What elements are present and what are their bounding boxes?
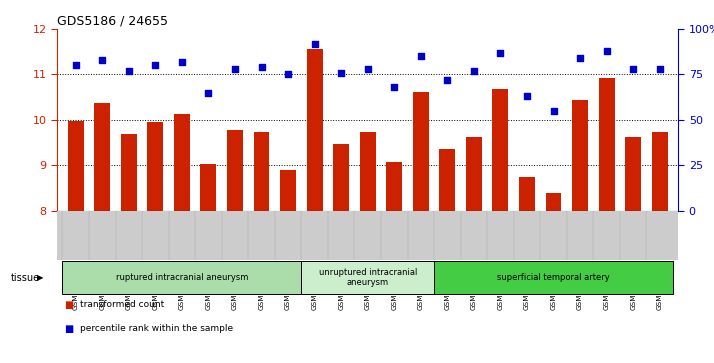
Bar (227, 130, 243, 211)
Point (176, 59, 188, 65)
Text: unruptured intracranial
aneurysm: unruptured intracranial aneurysm (318, 268, 417, 287)
Bar (386, 162, 402, 211)
Point (229, 66, 241, 72)
Text: ▶: ▶ (37, 273, 44, 282)
Point (123, 68, 134, 74)
Text: ■: ■ (64, 323, 74, 334)
Point (336, 70, 347, 76)
Text: superficial temporal artery: superficial temporal artery (497, 273, 610, 282)
Point (654, 66, 665, 72)
Point (203, 90, 214, 95)
Bar (253, 131, 269, 211)
Bar (652, 131, 668, 211)
Point (628, 66, 639, 72)
Text: ruptured intracranial aneurysm: ruptured intracranial aneurysm (116, 273, 248, 282)
FancyBboxPatch shape (301, 261, 434, 294)
Bar (625, 138, 641, 211)
Text: percentile rank within the sample: percentile rank within the sample (80, 324, 233, 333)
Bar (174, 114, 190, 211)
Bar (280, 170, 296, 211)
Bar (572, 100, 588, 211)
Text: ■: ■ (64, 300, 74, 310)
Point (415, 53, 426, 59)
FancyBboxPatch shape (62, 261, 301, 294)
Point (96, 57, 108, 63)
Bar (333, 144, 349, 211)
Point (442, 77, 453, 83)
Bar (545, 193, 561, 211)
Bar (413, 92, 429, 211)
Point (495, 50, 506, 56)
Point (256, 64, 267, 70)
Bar (121, 134, 137, 211)
Point (150, 62, 161, 68)
Point (362, 66, 373, 72)
Bar (519, 178, 535, 211)
Bar (466, 138, 482, 211)
Bar (94, 103, 110, 211)
Point (70, 62, 81, 68)
Bar (306, 49, 323, 211)
Point (282, 72, 293, 77)
Point (388, 84, 400, 90)
Text: tissue: tissue (11, 273, 40, 283)
Bar (201, 164, 216, 211)
Point (521, 93, 533, 99)
Point (309, 41, 321, 46)
Bar (439, 149, 456, 211)
Bar (493, 89, 508, 211)
Bar (68, 121, 84, 211)
Point (548, 108, 559, 114)
Bar (147, 122, 164, 211)
Point (468, 68, 480, 74)
Point (601, 48, 613, 54)
Text: GDS5186 / 24655: GDS5186 / 24655 (57, 15, 168, 28)
Bar (360, 131, 376, 211)
Bar (598, 78, 615, 211)
FancyBboxPatch shape (434, 261, 673, 294)
Point (574, 55, 585, 61)
Text: transformed count: transformed count (80, 301, 164, 309)
